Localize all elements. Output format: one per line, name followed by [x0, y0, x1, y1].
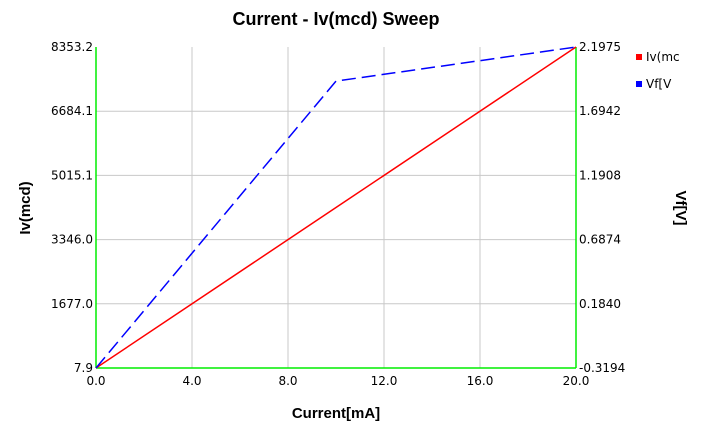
x-tick-label: 20.0 — [563, 374, 590, 388]
series — [95, 46, 577, 369]
y-right-tick-label: 1.6942 — [579, 104, 621, 118]
x-tick-label: 0.0 — [86, 374, 105, 388]
x-tick-label: 8.0 — [278, 374, 297, 388]
axes — [95, 47, 577, 369]
grid — [96, 47, 576, 368]
y-right-tick-label: 0.6874 — [579, 233, 621, 247]
x-tick-label: 16.0 — [467, 374, 494, 388]
legend-swatch — [636, 81, 642, 87]
y-right-axis-title: Vf[V] — [672, 191, 689, 226]
y-left-tick-label: 3346.0 — [51, 233, 93, 247]
chart-title: Current - Iv(mcd) Sweep — [232, 9, 439, 29]
y-right-tick-label: -0.3194 — [579, 361, 625, 375]
series-line-vf — [95, 46, 577, 369]
y-left-tick-label: 7.9 — [74, 361, 93, 375]
series-line-iv — [95, 46, 577, 369]
x-axis-title: Current[mA] — [292, 405, 380, 422]
y-left-tick-label: 1677.0 — [51, 297, 93, 311]
y-right-tick-label: 0.1840 — [579, 297, 621, 311]
tick-labels: 0.0 4.0 8.0 12.0 16.0 20.0 7.9 1677.0 3346.0 5015… — [51, 40, 625, 388]
legend-label: Iv(mc — [646, 50, 680, 64]
legend: Iv(mc Vf[V — [636, 50, 680, 91]
y-left-tick-label: 5015.1 — [51, 168, 93, 182]
legend-label: Vf[V — [646, 77, 672, 91]
y-right-tick-label: 1.1908 — [579, 168, 621, 182]
x-tick-label: 12.0 — [371, 374, 398, 388]
y-left-tick-label: 6684.1 — [51, 104, 93, 118]
x-tick-label: 4.0 — [182, 374, 201, 388]
y-left-axis-title: Iv(mcd) — [17, 181, 34, 234]
y-right-tick-label: 2.1975 — [579, 40, 621, 54]
legend-swatch — [636, 54, 642, 60]
y-left-tick-label: 8353.2 — [51, 40, 93, 54]
